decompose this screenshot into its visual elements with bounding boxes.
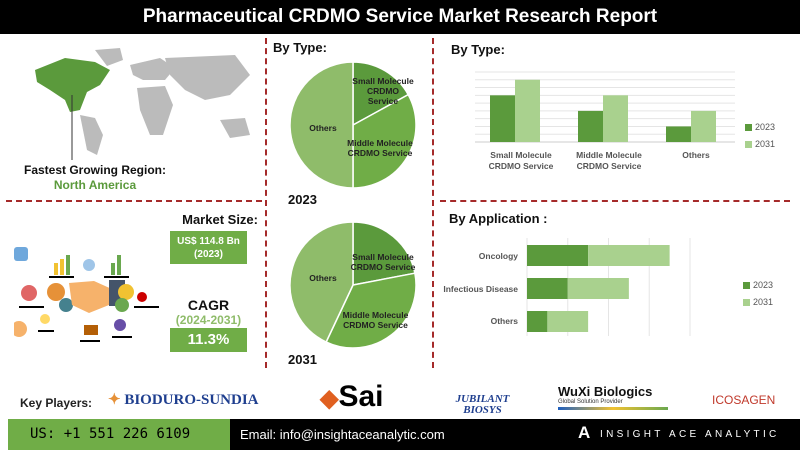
- pie-slice: [352, 221, 416, 286]
- bar: [603, 95, 628, 142]
- pie-label: Others: [309, 273, 337, 283]
- pie-chart-2023: [289, 61, 417, 189]
- cagr-value: 11.3%: [170, 328, 247, 352]
- x-tick-label: Small Molecule CRDMO Service: [488, 150, 554, 171]
- world-map: [35, 48, 250, 160]
- divider: [6, 200, 262, 202]
- brand-name: INSIGHT ACE ANALYTIC: [600, 429, 780, 440]
- region-label: Fastest Growing Region:: [23, 163, 166, 177]
- logo-wuxi-biologics: WuXi Biologics Global Solution Provider: [558, 384, 668, 410]
- pie-label: Small Molecule CRDMO Service: [350, 252, 416, 272]
- x-tick-label: Others: [682, 150, 710, 160]
- pie-slice: [352, 61, 410, 127]
- logo-icosagen: ICOSAGEN: [712, 393, 776, 407]
- market-size-label: Market Size:: [182, 212, 258, 227]
- y-tick-label: Infectious Disease: [443, 284, 518, 294]
- key-players-label: Key Players:: [20, 396, 93, 410]
- application-chart-title: By Application :: [449, 211, 548, 226]
- market-size-value: US$ 114.8 Bn: [177, 236, 240, 247]
- bar: [527, 245, 589, 266]
- footer-bar: [230, 419, 800, 450]
- pie-slice: [352, 93, 417, 189]
- pie-section-title: By Type:: [273, 40, 327, 55]
- insightace-logo-icon: A: [578, 423, 591, 442]
- cagr-period: (2024-2031): [175, 313, 242, 327]
- pie-slice: [289, 221, 354, 344]
- bar: [547, 311, 589, 332]
- logo-bioduro-sundia: ✦ BIODURO-SUNDIA: [108, 392, 259, 408]
- bar-chart-title: By Type:: [451, 42, 505, 57]
- region-value: North America: [53, 178, 137, 192]
- y-tick-label: Others: [490, 316, 518, 326]
- bar: [588, 245, 670, 266]
- application-bar-chart: [526, 238, 691, 336]
- pie-label: Others: [309, 123, 337, 133]
- legend-2023: 2023: [743, 280, 773, 290]
- pie-label: Middle Molecule CRDMO Service: [342, 310, 409, 330]
- market-size-year: (2023): [194, 249, 223, 260]
- bar: [527, 278, 568, 299]
- legend-2031: 2031: [745, 139, 775, 149]
- bar: [691, 110, 716, 142]
- divider: [265, 38, 267, 368]
- pie-slice: [325, 272, 417, 349]
- x-tick-label: Middle Molecule CRDMO Service: [576, 150, 642, 171]
- bar: [666, 126, 691, 142]
- bar: [567, 278, 629, 299]
- logo-sai: ◆Sai: [320, 380, 384, 413]
- pie-label: Small Molecule CRDMO Service: [352, 76, 414, 106]
- page-title: Pharmaceutical CRDMO Service Market Rese…: [0, 0, 800, 34]
- pie-label: Middle Molecule CRDMO Service: [347, 138, 413, 158]
- y-tick-label: Oncology: [478, 251, 518, 261]
- email-link[interactable]: Email: info@insightaceanalytic.com: [240, 427, 445, 442]
- business-icons-illustration: [14, 247, 159, 342]
- cagr-label: CAGR: [187, 297, 230, 313]
- type-bar-chart: [475, 71, 735, 143]
- legend-2031: 2031: [743, 297, 773, 307]
- bar: [490, 95, 515, 142]
- divider: [432, 38, 434, 368]
- pie-year-2031: 2031: [288, 352, 317, 367]
- logo-jubilant-biosys: JUBILANT BIOSYS: [455, 393, 510, 416]
- legend-2023: 2023: [745, 122, 775, 132]
- pie-year-2023: 2023: [288, 192, 317, 207]
- pie-chart-2031: [289, 221, 417, 349]
- divider: [440, 200, 790, 202]
- phone-number[interactable]: US: +1 551 226 6109: [8, 419, 230, 450]
- bar: [578, 110, 603, 142]
- bar: [515, 79, 540, 142]
- pie-slice: [289, 61, 354, 189]
- bar: [527, 311, 548, 332]
- market-size-box: US$ 114.8 Bn (2023): [170, 231, 247, 264]
